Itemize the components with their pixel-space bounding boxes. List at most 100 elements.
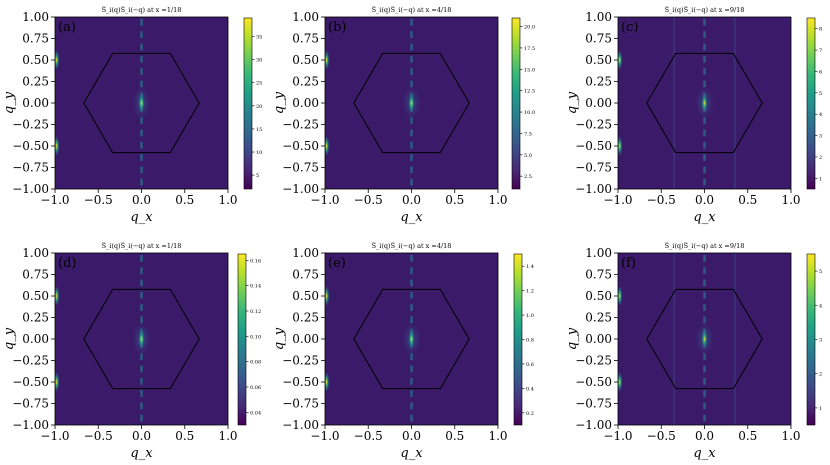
y-tick-label: −0.25 (12, 118, 49, 132)
colorbar (237, 253, 247, 426)
intensity-streak (140, 267, 143, 275)
intensity-streak (410, 19, 413, 26)
intensity-streak (410, 68, 413, 75)
colorbar-tick-label: 1.0 (526, 313, 534, 319)
intensity-streak (140, 377, 143, 385)
colorbar (243, 17, 253, 190)
colorbar-tick-label: 2.5 (524, 174, 532, 180)
colorbar-tick-label: 0.4 (526, 386, 534, 392)
intensity-streak (410, 353, 413, 361)
x-tick-label: 1.0 (781, 429, 800, 443)
intensity-streak (703, 402, 706, 410)
panel-label: (c) (621, 20, 638, 35)
y-tick-label: 0.50 (585, 289, 612, 303)
y-axis-label: q_y (2, 327, 17, 350)
x-tick-label: 1.0 (218, 429, 237, 443)
intensity-streak (703, 166, 706, 174)
x-tick-label: 0.5 (738, 193, 757, 207)
intensity-streak (410, 141, 413, 149)
y-tick-label: −0.25 (575, 354, 612, 368)
intensity-streak (140, 291, 143, 299)
y-tick-label: 1.00 (292, 246, 319, 260)
y-tick-label: −1.00 (282, 418, 319, 432)
y-tick-label: −0.50 (575, 139, 612, 153)
colorbar-tick-label: 5.0 (524, 153, 532, 159)
y-axis-label: q_y (565, 91, 580, 114)
intensity-streak (140, 68, 143, 75)
intensity-streak (410, 402, 413, 410)
y-tick-label: 0.75 (22, 32, 49, 46)
peak-marker (701, 330, 708, 348)
heatmap-content (618, 253, 736, 425)
y-tick-label: 0.00 (585, 332, 612, 346)
y-tick-label: 0.25 (22, 311, 49, 325)
colorbar-tick-label: 1 (819, 406, 822, 412)
intensity-streak (140, 279, 143, 287)
colorbar-tick-label: 8 (819, 27, 822, 33)
y-tick-label: 0.25 (22, 75, 49, 89)
y-tick-label: −0.75 (12, 161, 49, 175)
x-tick-label: −0.5 (84, 429, 113, 443)
y-tick-label: −0.50 (12, 139, 49, 153)
x-tick-label: 1.0 (218, 193, 237, 207)
y-tick-label: −0.75 (575, 397, 612, 411)
intensity-streak (140, 166, 143, 174)
y-tick-label: 0.50 (292, 53, 319, 67)
x-tick-label: 0.0 (402, 429, 421, 443)
peak-marker (325, 136, 330, 156)
colorbar-tick-label: 0.08 (250, 360, 261, 366)
colorbar (806, 17, 816, 190)
y-tick-label: 0.50 (585, 53, 612, 67)
intensity-streak (703, 178, 706, 186)
intensity-streak (703, 353, 706, 361)
colorbar (511, 17, 521, 190)
panel-label: (d) (58, 256, 76, 271)
intensity-streak (703, 141, 706, 149)
brillouin-zone-hexagon (83, 288, 200, 390)
intensity-streak (703, 377, 706, 385)
y-tick-label: −0.50 (282, 375, 319, 389)
intensity-streak (140, 19, 143, 26)
y-tick-label: 0.25 (585, 75, 612, 89)
x-tick-label: 1.0 (488, 429, 507, 443)
panel-c: −1.0 −0.5 0.0 0.5 1.0 1.00 0.75 0.50 0.25 0.00 −0.… (565, 5, 822, 225)
intensity-streak (140, 55, 143, 63)
y-tick-label: −1.00 (12, 182, 49, 196)
colorbar-tick-label: 1.2 (526, 289, 534, 295)
x-tick-label: 1.0 (781, 193, 800, 207)
y-tick-label: 1.00 (585, 246, 612, 260)
peak-marker (55, 286, 60, 306)
x-tick-label: −1.0 (603, 429, 632, 443)
colorbar-tick-label: 7 (819, 48, 822, 54)
panel-label: (e) (328, 256, 346, 271)
colorbar-tick-label: 12.5 (524, 89, 535, 95)
panel-title: S̅_i(q)S̅_i(−q) at x =4/18 (371, 241, 451, 250)
colorbar-tick-label: 0.2 (526, 411, 534, 417)
x-tick-label: −1.0 (310, 193, 339, 207)
y-tick-label: −1.00 (575, 182, 612, 196)
y-tick-label: 0.50 (292, 289, 319, 303)
x-tick-label: −0.5 (647, 429, 676, 443)
x-tick-label: −0.5 (354, 193, 383, 207)
intensity-streak (410, 390, 413, 397)
intensity-streak (703, 304, 706, 311)
colorbar-tick-label: 2 (819, 372, 822, 378)
y-tick-label: 0.00 (22, 96, 49, 110)
intensity-streak (703, 43, 706, 51)
intensity-streak (140, 316, 143, 324)
panel-title: S̅_i(q)S̅_i(−q) at x =9/18 (664, 241, 744, 250)
intensity-streak (703, 267, 706, 275)
colorbar-tick-label: 25 (256, 81, 262, 87)
brillouin-zone-hexagon (353, 52, 470, 154)
y-tick-label: 0.50 (22, 53, 49, 67)
intensity-streak (140, 390, 143, 397)
x-tick-label: 1.0 (488, 193, 507, 207)
colorbar-tick-label: 0.06 (250, 385, 261, 391)
panel-f: −1.0 −0.5 0.0 0.5 1.0 1.00 0.75 0.50 0.25 0.00 −0.… (565, 241, 822, 461)
peak-marker (55, 372, 60, 392)
colorbar-tick-label: 10.0 (524, 110, 535, 116)
x-tick-label: −1.0 (310, 429, 339, 443)
peak-marker (55, 136, 60, 156)
intensity-streak (140, 31, 143, 39)
